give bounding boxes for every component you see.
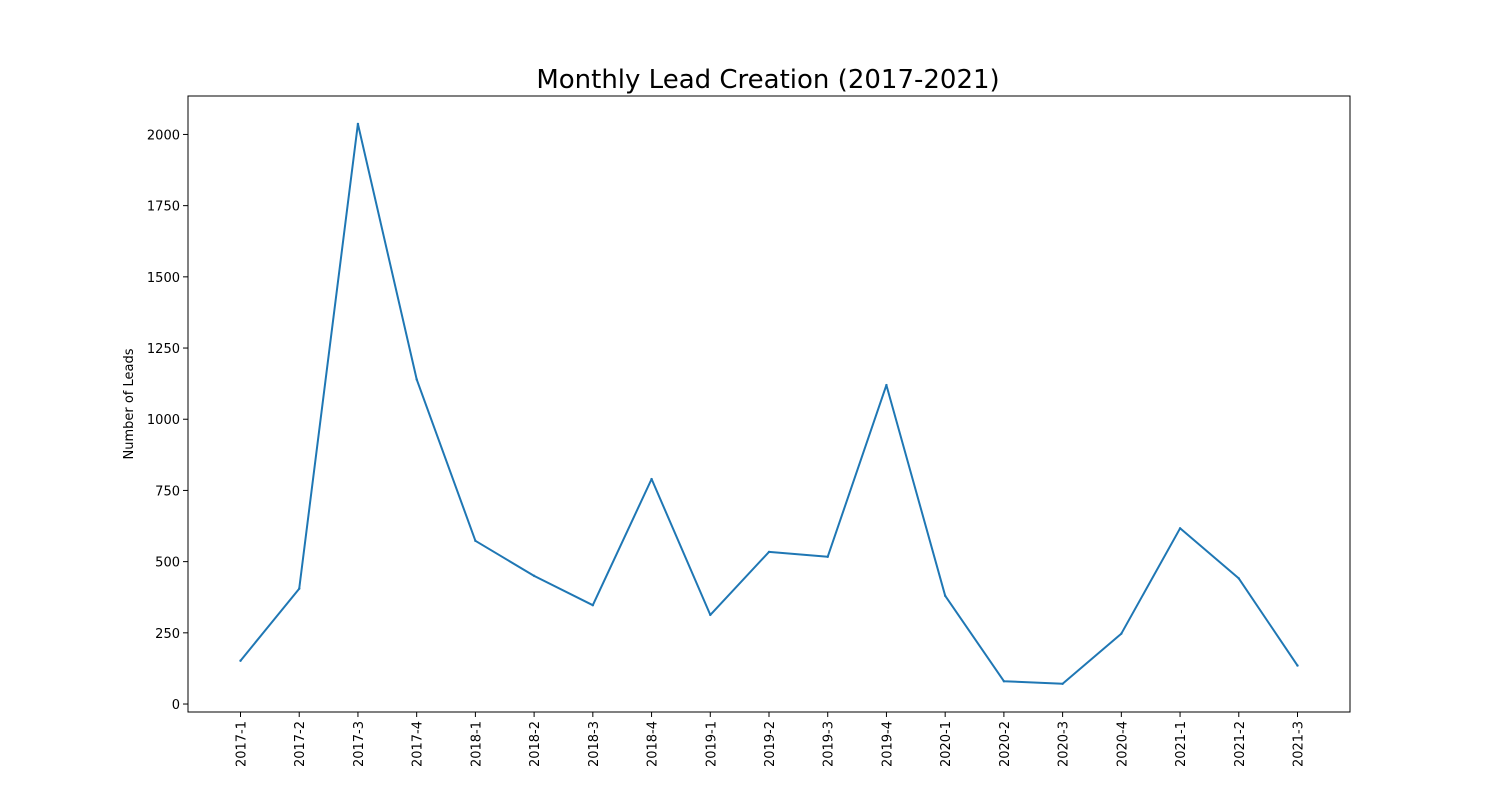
data-point	[650, 477, 653, 481]
y-tick-label: 1750	[147, 200, 180, 215]
data-point	[1178, 527, 1182, 530]
y-tick-label: 1500	[147, 271, 180, 286]
y-tick-label: 2000	[147, 128, 180, 143]
data-point	[709, 613, 712, 617]
y-tick-label: 1000	[147, 413, 180, 428]
data-point	[532, 574, 536, 578]
y-axis-label: Number of Leads	[122, 348, 137, 459]
data-point	[943, 594, 947, 598]
x-tick-label: 2020-4	[1115, 721, 1130, 767]
x-tick-label: 2020-3	[1057, 721, 1072, 767]
x-tick-label: 2019-2	[763, 721, 778, 767]
x-tick-label: 2018-2	[528, 721, 543, 767]
y-tick-label: 1250	[147, 342, 180, 357]
series-layer	[239, 122, 1299, 686]
x-axis-ticks: 2017-1 2017-2 2017-3 2017-4 2018-1 2018-2 2018…	[235, 712, 1307, 767]
x-tick-label: 2021-2	[1233, 721, 1248, 767]
x-tick-label: 2019-1	[704, 721, 719, 767]
x-tick-label: 2019-4	[880, 721, 895, 767]
series-line-0	[239, 122, 1299, 685]
x-tick-label: 2018-4	[646, 721, 661, 767]
y-tick-label: 500	[155, 556, 180, 571]
data-point	[885, 383, 888, 387]
x-tick-label: 2017-2	[293, 721, 308, 767]
x-tick-label: 2018-3	[587, 721, 602, 767]
x-tick-label: 2019-3	[822, 721, 837, 767]
data-point	[1002, 680, 1006, 683]
data-point	[767, 550, 771, 554]
chart-title: Monthly Lead Creation (2017-2021)	[536, 65, 999, 95]
data-point	[1296, 664, 1299, 667]
y-tick-label: 250	[155, 627, 180, 642]
x-tick-label: 2018-1	[469, 721, 484, 767]
x-tick-label: 2021-3	[1292, 721, 1307, 767]
data-point	[826, 555, 829, 558]
x-tick-label: 2020-1	[939, 721, 954, 767]
data-point	[591, 604, 595, 607]
data-point	[1120, 632, 1123, 635]
plot-area-frame	[187, 95, 1351, 713]
x-tick-label: 2017-4	[411, 721, 426, 767]
y-tick-label: 0	[172, 698, 180, 713]
data-point	[356, 122, 360, 126]
x-tick-label: 2021-1	[1174, 721, 1189, 767]
x-tick-label: 2017-3	[352, 721, 367, 767]
data-point	[1237, 577, 1240, 580]
x-tick-label: 2020-2	[998, 721, 1013, 767]
y-axis-ticks: 0 250 500 750 1000 1250 1500 1750 2000	[147, 128, 188, 713]
data-point	[298, 587, 301, 590]
x-tick-label: 2017-1	[235, 721, 250, 767]
y-tick-label: 750	[155, 484, 180, 499]
data-point	[239, 659, 242, 662]
data-point	[474, 539, 477, 543]
data-point	[415, 378, 418, 381]
data-point	[1061, 682, 1064, 686]
